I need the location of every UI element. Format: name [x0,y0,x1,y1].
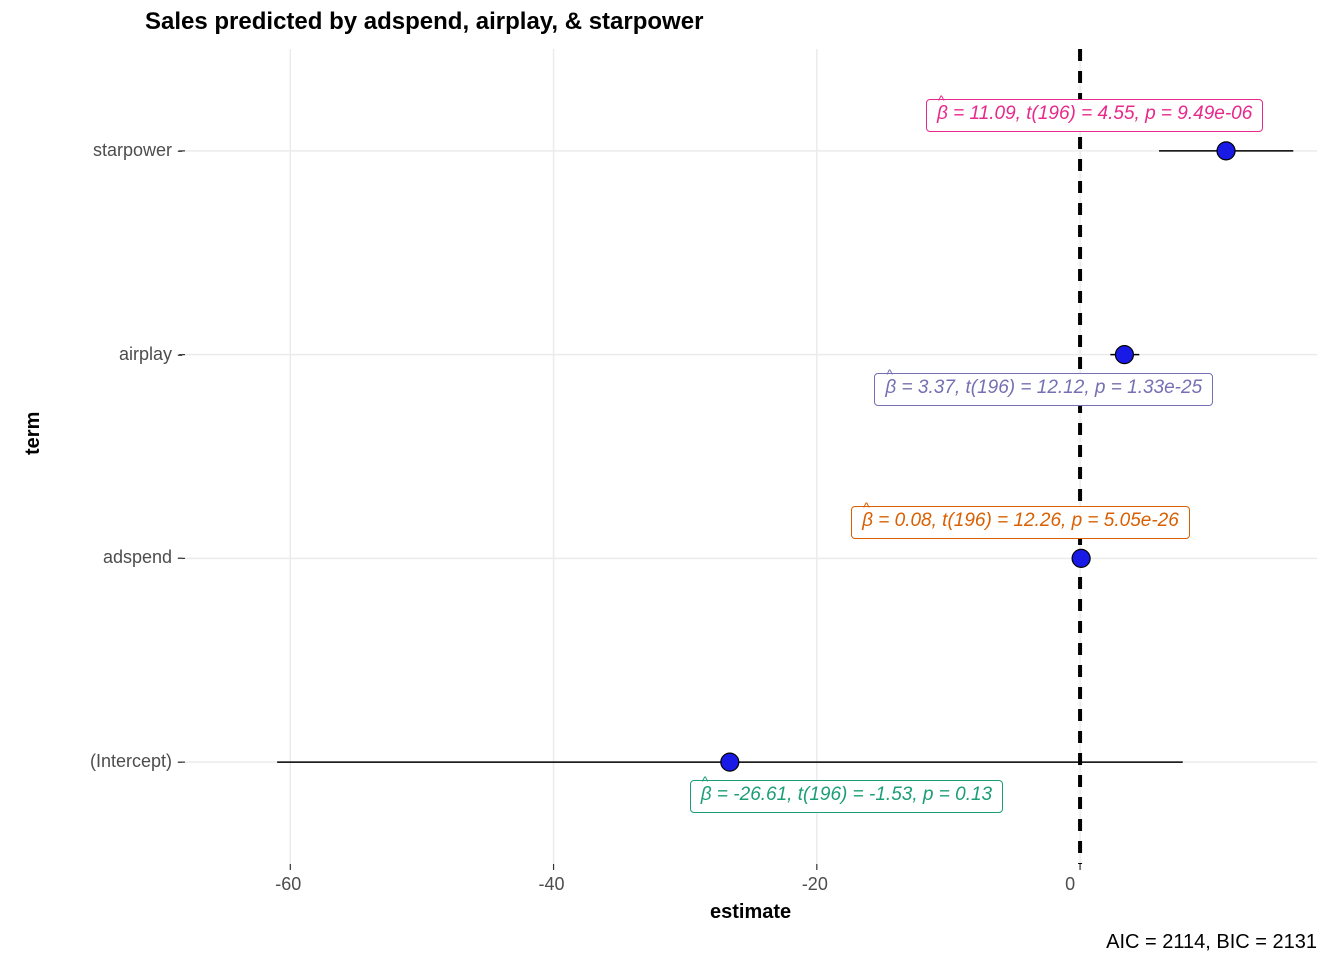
y-tick: (Intercept) - [90,751,183,772]
coef-annotation: β = 0.08, t(196) = 12.26, p = 5.05e-26 [851,506,1190,539]
x-tick: -40 [539,874,565,895]
x-tick: -60 [275,874,301,895]
plot-panel [0,0,1344,960]
coef-annotation: β = 11.09, t(196) = 4.55, p = 9.49e-06 [926,99,1263,132]
y-tick: starpower - [93,140,183,161]
coef-annotation: β = 3.37, t(196) = 12.12, p = 1.33e-25 [874,373,1213,406]
x-tick: -20 [802,874,828,895]
y-tick: airplay - [119,344,183,365]
coefficient-plot: Sales predicted by adspend, airplay, & s… [0,0,1344,960]
x-tick: 0 [1065,874,1075,895]
y-tick: adspend - [103,547,183,568]
coef-annotation: β = -26.61, t(196) = -1.53, p = 0.13 [690,780,1003,813]
